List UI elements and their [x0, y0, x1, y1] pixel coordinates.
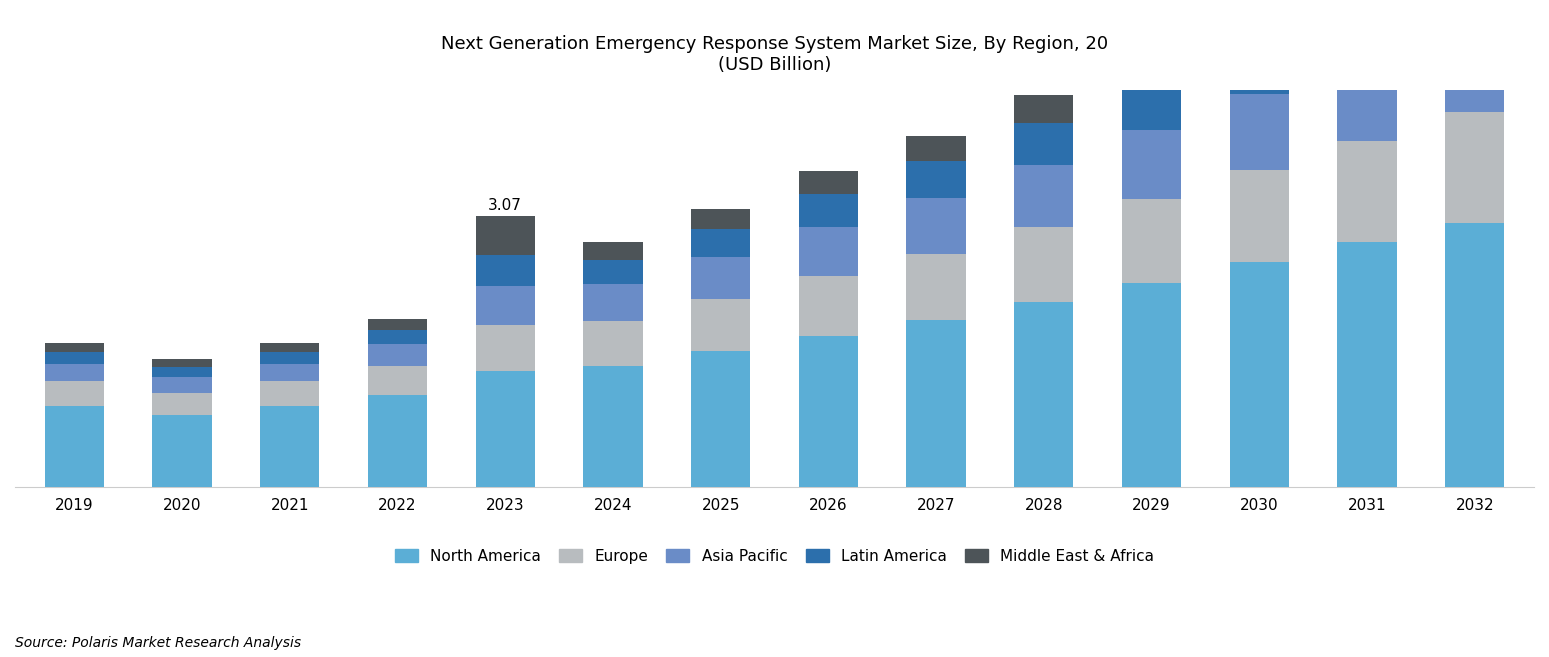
Bar	[906, 254, 965, 320]
Bar	[1121, 53, 1182, 83]
Bar	[1230, 262, 1289, 487]
Bar	[260, 342, 319, 352]
Bar	[476, 286, 534, 325]
Bar	[906, 161, 965, 198]
Bar	[1337, 242, 1397, 487]
Bar	[1015, 123, 1073, 166]
Bar	[45, 382, 104, 406]
Bar	[1445, 0, 1504, 22]
Bar	[799, 227, 858, 277]
Bar	[691, 351, 750, 487]
Bar	[799, 336, 858, 487]
Text: 3.07: 3.07	[488, 198, 522, 213]
Bar	[584, 365, 643, 487]
Bar	[152, 367, 212, 377]
Bar	[584, 242, 643, 260]
Bar	[1337, 58, 1397, 141]
Bar	[691, 300, 750, 351]
Bar	[367, 367, 428, 395]
Bar	[45, 344, 104, 352]
Bar	[1230, 7, 1289, 42]
Bar	[476, 325, 534, 371]
Bar	[691, 210, 750, 229]
Bar	[476, 216, 534, 256]
Bar	[1015, 95, 1073, 123]
Bar	[1015, 302, 1073, 487]
Bar	[1337, 1, 1397, 58]
Bar	[367, 319, 428, 330]
Bar	[799, 194, 858, 227]
Bar	[260, 406, 319, 487]
Bar	[1121, 199, 1182, 283]
Bar	[476, 256, 534, 286]
Bar	[152, 359, 212, 367]
Text: Source: Polaris Market Research Analysis: Source: Polaris Market Research Analysis	[15, 637, 302, 650]
Bar	[906, 198, 965, 254]
Bar	[1337, 0, 1397, 1]
Bar	[260, 364, 319, 382]
Bar	[1230, 42, 1289, 94]
Bar	[1445, 112, 1504, 223]
Bar	[1015, 227, 1073, 302]
Bar	[906, 136, 965, 161]
Bar	[691, 229, 750, 257]
Bar	[1230, 170, 1289, 262]
Bar	[45, 364, 104, 382]
Bar	[1121, 83, 1182, 130]
Bar	[1015, 166, 1073, 227]
Bar	[584, 321, 643, 365]
Bar	[1445, 22, 1504, 112]
Bar	[152, 377, 212, 393]
Bar	[1121, 283, 1182, 487]
Bar	[691, 257, 750, 300]
Bar	[906, 320, 965, 487]
Bar	[1445, 223, 1504, 487]
Legend: North America, Europe, Asia Pacific, Latin America, Middle East & Africa: North America, Europe, Asia Pacific, Lat…	[389, 543, 1160, 570]
Title: Next Generation Emergency Response System Market Size, By Region, 20
(USD Billio: Next Generation Emergency Response Syste…	[441, 35, 1108, 74]
Bar	[476, 371, 534, 487]
Bar	[260, 352, 319, 364]
Bar	[1337, 141, 1397, 242]
Bar	[45, 406, 104, 487]
Bar	[152, 393, 212, 415]
Bar	[260, 382, 319, 406]
Bar	[1121, 130, 1182, 199]
Bar	[584, 284, 643, 321]
Bar	[45, 352, 104, 364]
Bar	[367, 395, 428, 487]
Bar	[152, 415, 212, 487]
Bar	[1230, 94, 1289, 170]
Bar	[584, 260, 643, 284]
Bar	[799, 171, 858, 194]
Bar	[367, 344, 428, 367]
Bar	[799, 277, 858, 336]
Bar	[367, 330, 428, 344]
